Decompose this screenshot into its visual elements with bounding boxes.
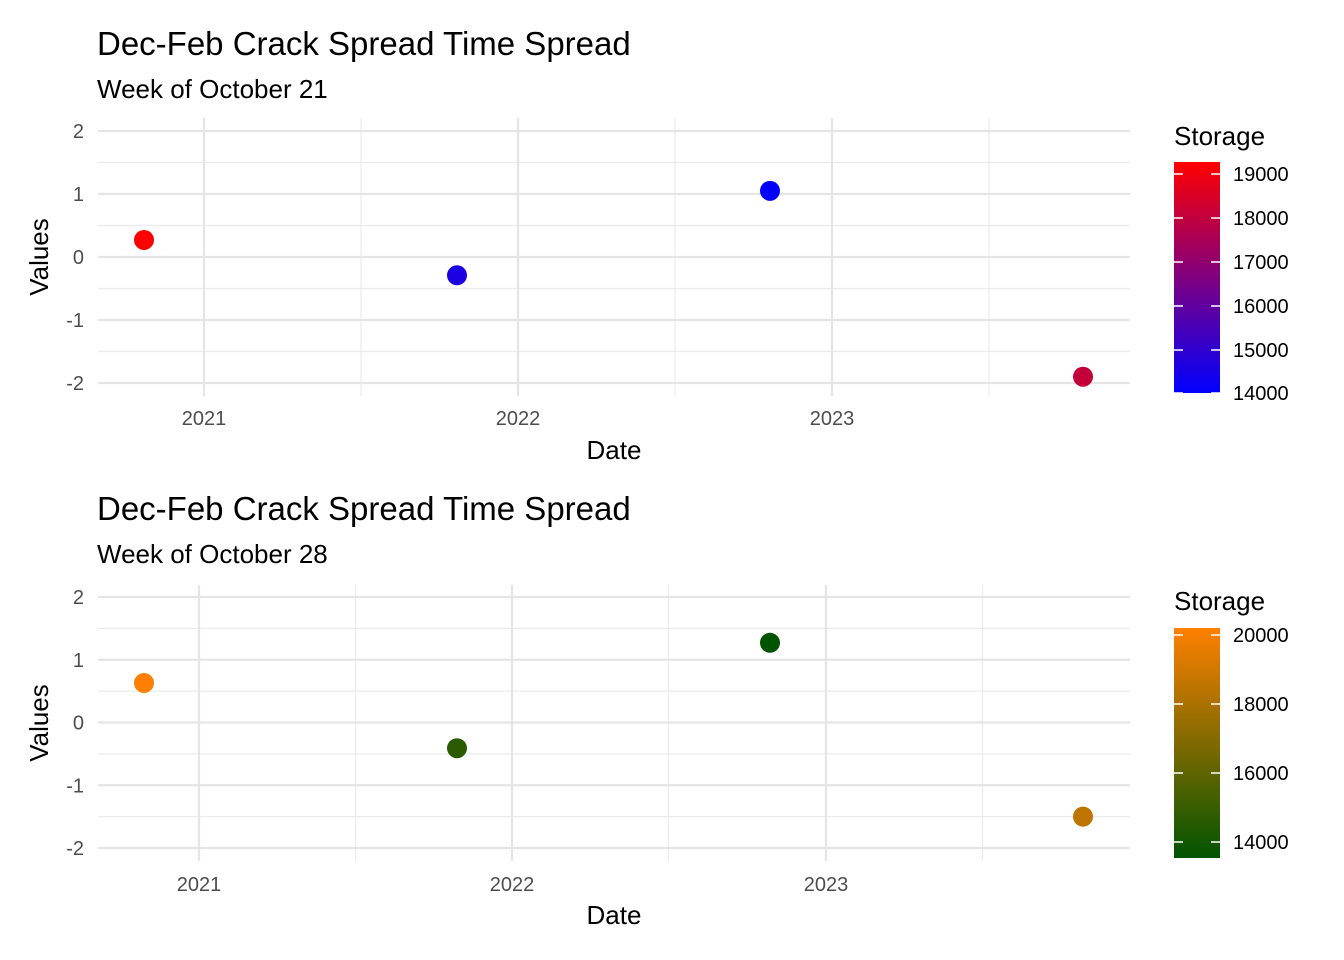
legend-colorbar — [1174, 628, 1220, 858]
x-tick-label: 2022 — [490, 874, 535, 896]
data-point — [134, 672, 154, 693]
chart-panel-week-oct-28: Dec-Feb Crack Spread Time Spread Week of … — [0, 465, 1344, 930]
y-tick-label: -1 — [66, 310, 84, 332]
data-point — [447, 265, 467, 286]
y-axis-label: Values — [24, 218, 54, 296]
legend-tick-label: 15000 — [1233, 340, 1289, 362]
chart-subtitle: Week of October 21 — [97, 74, 328, 104]
legend-colorbar — [1174, 162, 1220, 393]
x-tick-label: 2023 — [810, 408, 855, 430]
legend-tick-label: 18000 — [1233, 694, 1289, 716]
chart-subtitle: Week of October 28 — [97, 539, 328, 569]
data-point — [134, 229, 154, 250]
data-point — [760, 180, 780, 201]
legend-tick-label: 20000 — [1233, 625, 1289, 647]
major-gridlines — [98, 118, 1130, 396]
legend-tick-label: 18000 — [1233, 208, 1289, 230]
x-axis-label: Date — [587, 900, 642, 930]
y-tick-label: 2 — [73, 121, 84, 143]
legend-tick-label: 17000 — [1233, 252, 1289, 274]
legend-title: Storage — [1174, 121, 1265, 151]
data-point — [760, 632, 780, 653]
x-tick-label: 2021 — [182, 408, 227, 430]
x-tick-label: 2021 — [177, 874, 222, 896]
legend-title: Storage — [1174, 586, 1265, 616]
y-tick-label: 1 — [73, 184, 84, 206]
chart-panel-week-oct-21: Dec-Feb Crack Spread Time Spread Week of … — [0, 0, 1344, 465]
legend-tick-label: 16000 — [1233, 296, 1289, 318]
legend-tick-label: 14000 — [1233, 832, 1289, 854]
chart-title: Dec-Feb Crack Spread Time Spread — [97, 25, 631, 62]
legend-tick-label: 16000 — [1233, 763, 1289, 785]
y-axis-label: Values — [24, 684, 54, 762]
data-point — [1073, 806, 1093, 827]
chart-title: Dec-Feb Crack Spread Time Spread — [97, 490, 631, 527]
y-tick-label: 0 — [73, 713, 84, 735]
scatter-chart-svg: Dec-Feb Crack Spread Time Spread Week of … — [24, 25, 1289, 465]
legend-tick-label: 14000 — [1233, 383, 1289, 405]
y-tick-label: 1 — [73, 650, 84, 672]
y-tick-label: 0 — [73, 247, 84, 269]
legend-tick-label: 19000 — [1233, 164, 1289, 186]
x-tick-label: 2022 — [496, 408, 541, 430]
y-tick-label: 2 — [73, 587, 84, 609]
data-point — [447, 738, 467, 759]
x-axis-label: Date — [587, 435, 642, 465]
data-point — [1073, 366, 1093, 387]
y-tick-label: -2 — [66, 373, 84, 395]
y-tick-label: -2 — [66, 838, 84, 860]
major-gridlines — [98, 585, 1130, 861]
x-tick-label: 2023 — [804, 874, 849, 896]
y-tick-label: -1 — [66, 775, 84, 797]
scatter-chart-svg: Dec-Feb Crack Spread Time Spread Week of … — [24, 490, 1289, 930]
